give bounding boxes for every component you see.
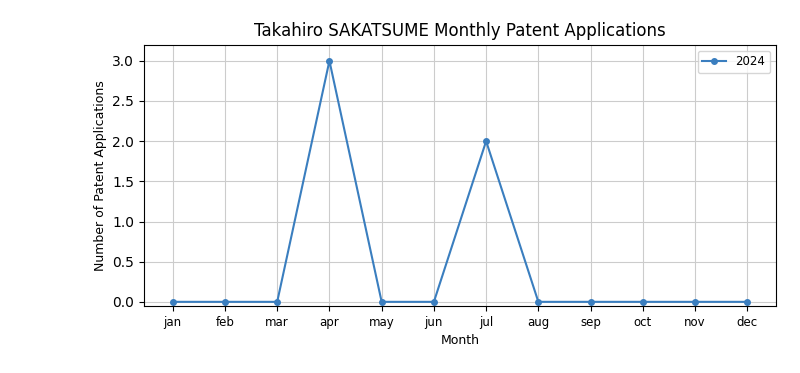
Y-axis label: Number of Patent Applications: Number of Patent Applications	[94, 80, 106, 271]
2024	[272, 300, 282, 304]
2024	[690, 300, 700, 304]
2024	[482, 139, 491, 143]
2024	[377, 300, 386, 304]
Legend: 2024: 2024	[698, 51, 770, 73]
Line: 2024: 2024	[170, 58, 750, 305]
2024	[586, 300, 595, 304]
X-axis label: Month: Month	[441, 334, 479, 347]
2024	[325, 59, 334, 63]
2024	[742, 300, 752, 304]
Title: Takahiro SAKATSUME Monthly Patent Applications: Takahiro SAKATSUME Monthly Patent Applic…	[254, 22, 666, 40]
2024	[429, 300, 438, 304]
2024	[220, 300, 230, 304]
2024	[534, 300, 543, 304]
2024	[638, 300, 648, 304]
2024	[168, 300, 178, 304]
